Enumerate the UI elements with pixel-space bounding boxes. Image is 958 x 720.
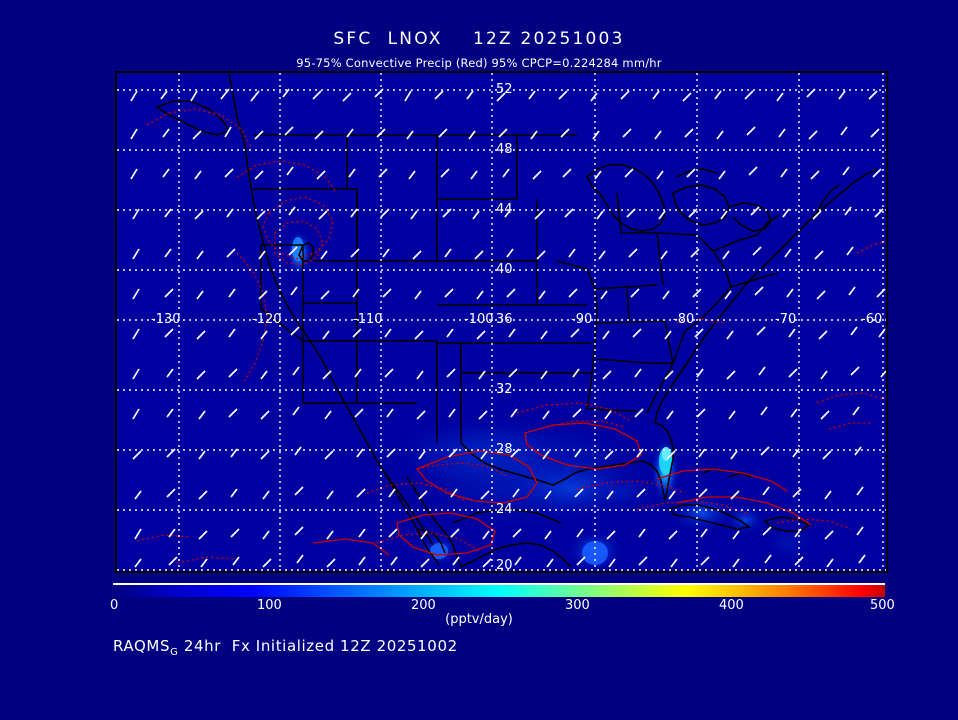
colorbar-tick-400: 400 bbox=[719, 598, 744, 613]
model-subscript: G bbox=[170, 647, 179, 658]
page-title: SFC LNOX 12Z 20251003 bbox=[333, 29, 625, 49]
colorbar-tick-200: 200 bbox=[411, 598, 436, 613]
colorbar-tick-100: 100 bbox=[257, 598, 282, 613]
model-run-details: 24hr Fx Initialized 12Z 20251002 bbox=[178, 637, 458, 655]
colorbar-units-label: (pptv/day) bbox=[445, 612, 513, 627]
model-run-caption: RAQMSG 24hr Fx Initialized 12Z 20251002 bbox=[113, 637, 458, 658]
colorbar[interactable] bbox=[113, 583, 885, 597]
wind-barbs-layer bbox=[130, 88, 886, 568]
convective-precip-contours bbox=[136, 108, 886, 564]
colorbar-tick-500: 500 bbox=[870, 598, 895, 613]
colorbar-gradient[interactable] bbox=[113, 583, 885, 597]
colorbar-tick-0: 0 bbox=[110, 598, 119, 613]
model-name: RAQMS bbox=[113, 637, 171, 655]
coastlines-layer bbox=[155, 73, 878, 568]
map-plot-panel[interactable]: -130 -120 -110 -100 -90 -80 -70 -60 52 4… bbox=[115, 71, 888, 573]
page-subtitle: 95-75% Convective Precip (Red) 95% CPCP=… bbox=[296, 56, 662, 70]
map-canvas bbox=[117, 73, 886, 571]
gridlines-layer bbox=[117, 73, 886, 571]
political-borders-layer bbox=[253, 134, 780, 524]
colorbar-tick-300: 300 bbox=[565, 598, 590, 613]
